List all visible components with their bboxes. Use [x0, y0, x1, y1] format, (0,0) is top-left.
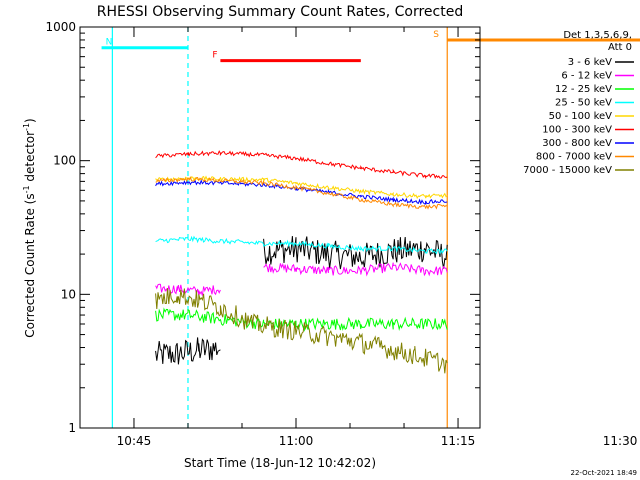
y-tick-label-100: 100: [53, 154, 76, 168]
flag-label-N: N: [106, 38, 113, 48]
y-tick-label-1: 1: [68, 421, 76, 435]
series-line-1-seg-0: [155, 283, 221, 296]
instrument-flags: N F S: [101, 30, 640, 63]
x-tick-label-1045: 10:45: [117, 434, 152, 448]
series-line-0-seg-0: [155, 337, 221, 365]
y-tick-label-10: 10: [61, 287, 76, 301]
series-100_300keV: [155, 150, 448, 180]
y-axis-label-mid: detector: [23, 131, 37, 186]
series-12_25keV: [155, 307, 448, 332]
y-axis-label-sup1: -1: [22, 185, 31, 193]
legend-label-2: 12 - 25 keV: [555, 84, 612, 95]
legend-label-4: 50 - 100 keV: [549, 111, 613, 122]
legend-label-8: 7000 - 15000 keV: [523, 165, 612, 176]
footer-timestamp: 22-Oct-2021 18:49: [571, 469, 637, 477]
legend-label-1: 6 - 12 keV: [561, 71, 612, 82]
series-line-1-seg-1: [263, 262, 448, 277]
flag-label-F: F: [212, 51, 217, 61]
series-line-7-seg-0: [155, 176, 448, 210]
x-axis-label: Start Time (18-Jun-12 10:42:02): [184, 456, 376, 470]
legend-label-7: 800 - 7000 keV: [536, 152, 612, 163]
x-tick-label-1100: 11:00: [279, 434, 314, 448]
legend-label-5: 100 - 300 keV: [542, 125, 612, 136]
flag-label-S: S: [433, 30, 439, 40]
series-7000_15000keV: [155, 288, 448, 374]
y-axis-label-main: Corrected Count Rate (s: [23, 193, 37, 337]
y-axis-label: Corrected Count Rate (s-1 detector-1): [22, 118, 37, 337]
y-tick-label-1000: 1000: [45, 20, 76, 34]
y-axis-label-end: ): [23, 118, 37, 123]
x-tick-label-1130: 11:30: [603, 434, 638, 448]
series-3_6keV: [155, 236, 448, 365]
plot-frame: [79, 26, 481, 429]
series-6_12keV: [155, 262, 448, 296]
y-axis-label-sup2: -1: [22, 123, 31, 131]
series-25_50keV: [155, 235, 448, 255]
legend-label-0: 3 - 6 keV: [568, 57, 612, 68]
x-tick-label-1115: 11:15: [441, 434, 476, 448]
instrument-state-vertical-lines: [111, 27, 448, 428]
chart-title: RHESSI Observing Summary Count Rates, Co…: [97, 4, 463, 20]
series-line-5-seg-0: [155, 150, 448, 180]
series-line-3-seg-0: [155, 235, 448, 255]
plot-axes: 110100100010:4511:0011:1511:3011:4512:00…: [45, 20, 638, 448]
series-line-8-seg-0: [155, 288, 448, 374]
legend: Det 1,3,5,6,9, Att 0 3 - 6 keV 6 - 12 keV…: [523, 30, 634, 176]
series-line-2-seg-0: [155, 307, 448, 332]
series-layer: [155, 150, 448, 374]
series-800_7000keV: [155, 176, 448, 210]
legend-label-3: 25 - 50 keV: [555, 98, 612, 109]
legend-label-6: 300 - 800 keV: [542, 138, 612, 149]
series-line-4-seg-0: [155, 175, 448, 199]
legend-header-line-1: Det 1,3,5,6,9,: [563, 30, 632, 41]
series-line-0-seg-1: [263, 236, 448, 270]
series-50_100keV: [155, 175, 448, 199]
legend-header-line-2: Att 0: [608, 42, 632, 53]
